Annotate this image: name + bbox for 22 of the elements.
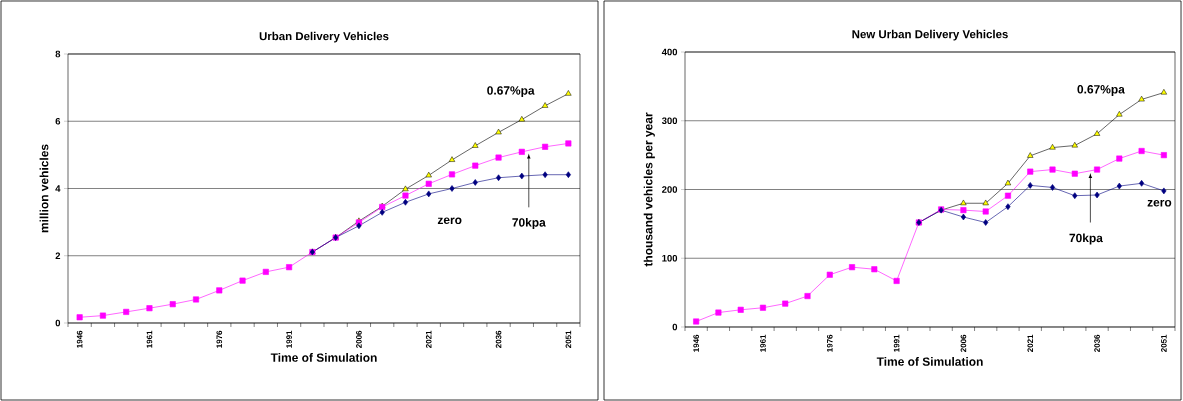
y-axis-title: thousand vehicles per year — [643, 112, 655, 267]
text: 70kpa — [512, 217, 546, 230]
series-label: zero — [437, 217, 462, 225]
y-tick-label: 100 — [662, 254, 678, 262]
y-tick-label: 0 — [55, 319, 61, 327]
y-axis-title: million vehicles — [39, 144, 49, 233]
text: 70kpa — [1069, 233, 1103, 245]
y-tick-label: 0 — [672, 323, 678, 331]
chart-title: New Urban Delivery Vehicles — [852, 29, 1008, 41]
y-tick-label: 6 — [55, 117, 61, 125]
x-axis-title: Time of Simulation — [876, 357, 983, 366]
x-axis-title: Time of Simulation — [270, 353, 377, 362]
y-tick-label: 8 — [55, 50, 61, 58]
series-label: zero — [1147, 199, 1172, 207]
series-label: 0.67%pa — [487, 86, 535, 98]
y-tick-label: 2 — [55, 252, 61, 260]
y-tick-label: 200 — [662, 186, 678, 193]
series-label: 0.67%pa — [1077, 85, 1125, 96]
y-tick-label: 4 — [55, 185, 61, 192]
y-tick-label: 400 — [661, 48, 678, 56]
y-tick-label: 300 — [661, 117, 678, 125]
chart-title: Urban Delivery Vehicles — [259, 31, 389, 43]
